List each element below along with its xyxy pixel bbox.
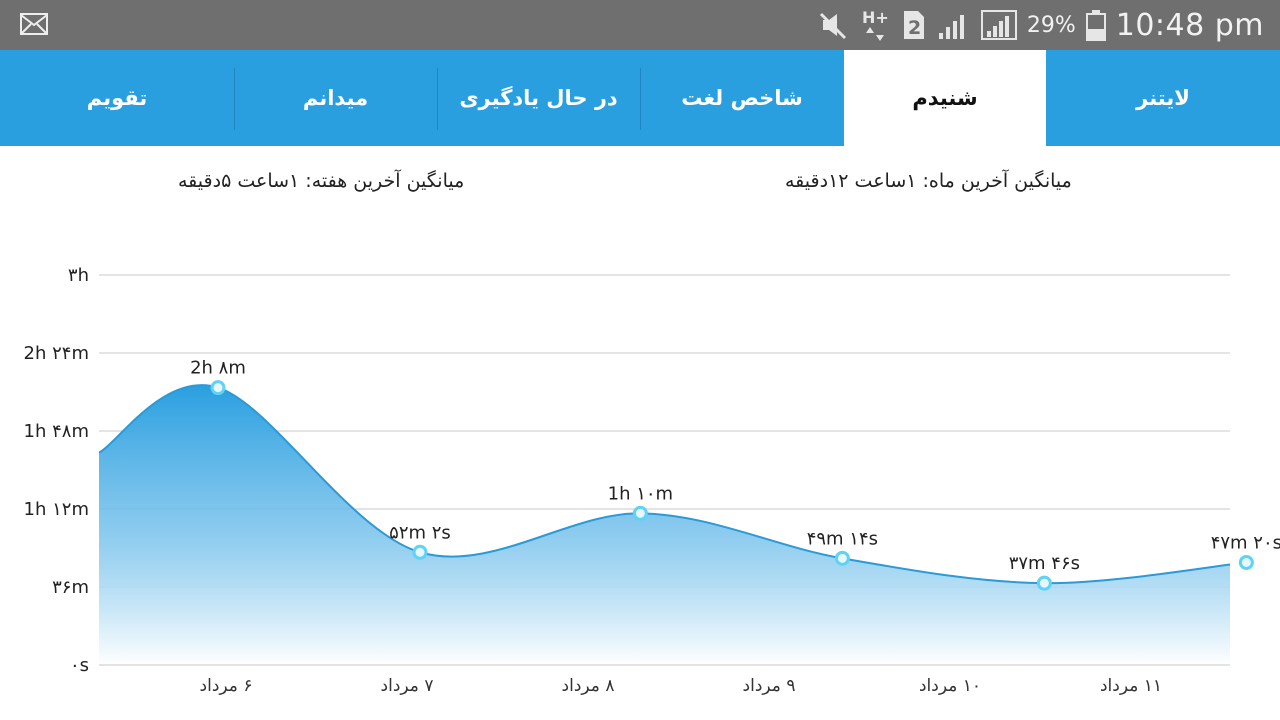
- signal-icon: [938, 15, 964, 39]
- tab-word-index[interactable]: شاخص لغت: [640, 50, 844, 146]
- tab-bar: لایتنر شنیدم شاخص لغت در حال یادگیری مید…: [0, 50, 1280, 146]
- x-axis-tick-label: ۷ مرداد: [381, 676, 434, 696]
- sim-2-icon: 2: [903, 11, 924, 39]
- data-point[interactable]: [412, 544, 428, 560]
- signal-icon-2: [980, 10, 1017, 40]
- data-point[interactable]: [1036, 575, 1052, 591]
- data-point[interactable]: [210, 380, 226, 396]
- y-axis-tick-label: 1h ۴۸m: [24, 421, 89, 442]
- y-axis-tick-label: ۳h: [68, 265, 89, 286]
- tab-divider: [234, 68, 235, 130]
- tab-label: در حال یادگیری: [459, 86, 618, 110]
- y-axis-tick-label: ۰s: [70, 655, 89, 676]
- tab-known[interactable]: میدانم: [234, 50, 437, 146]
- data-point[interactable]: [632, 505, 648, 521]
- tab-label: شاخص لغت: [681, 86, 803, 110]
- tab-label: لایتنر: [1136, 86, 1190, 110]
- average-last-week: میانگین آخرین هفته: ۱ساعت ۵دقیقه: [178, 170, 465, 192]
- tab-leitner[interactable]: لایتنر: [1046, 50, 1280, 146]
- tab-label: تقویم: [86, 86, 148, 110]
- data-point[interactable]: [834, 550, 850, 566]
- x-axis-tick-label: ۸ مرداد: [562, 676, 615, 696]
- data-point[interactable]: [1238, 554, 1254, 570]
- y-axis-tick-label: 2h ۲۴m: [24, 343, 89, 364]
- data-label: ۵۲m ۲s: [389, 522, 451, 543]
- series-area: [99, 385, 1230, 665]
- data-label: ۳۷m ۴۶s: [1009, 553, 1080, 574]
- data-label: ۴۹m ۱۴s: [807, 528, 878, 549]
- listening-time-chart: ۰s ۳۶m 1h ۱۲m 1h ۴۸m 2h ۲۴m ۳h 2h ۸m ۵۲m ۲s 1h …: [24, 265, 1280, 696]
- status-time: 10:48 pm: [1115, 7, 1264, 43]
- status-bar: H+ 2 29% 10:48 pm: [0, 0, 1280, 50]
- tab-label: شنیدم: [912, 86, 978, 110]
- tab-divider: [437, 68, 438, 130]
- data-label: 2h ۸m: [190, 358, 246, 379]
- svg-text:2: 2: [908, 17, 921, 39]
- x-axis-tick-label: ۱۰ مرداد: [919, 676, 981, 696]
- x-axis-tick-label: ۱۱ مرداد: [1100, 676, 1162, 696]
- y-axis-tick-label: 1h ۱۲m: [24, 499, 89, 520]
- average-last-month: میانگین آخرین ماه: ۱ساعت ۱۲دقیقه: [785, 170, 1072, 192]
- x-axis-tick-label: ۶ مرداد: [200, 676, 253, 696]
- battery-icon: [1085, 10, 1106, 41]
- mail-icon: [20, 13, 48, 35]
- tab-divider: [640, 68, 641, 130]
- svg-text:H+: H+: [862, 8, 889, 27]
- tab-label: میدانم: [302, 86, 369, 110]
- y-axis-tick-label: ۳۶m: [52, 577, 89, 598]
- data-label: ۴۷m ۲۰s: [1211, 532, 1280, 553]
- data-hplus-icon: H+: [862, 8, 889, 41]
- tab-calendar[interactable]: تقویم: [0, 50, 234, 146]
- x-axis-tick-label: ۹ مرداد: [743, 676, 796, 696]
- tab-learning[interactable]: در حال یادگیری: [437, 50, 640, 146]
- mute-icon: [819, 12, 846, 40]
- tab-heard[interactable]: شنیدم: [844, 50, 1046, 146]
- battery-percent: 29%: [1026, 12, 1076, 38]
- data-label: 1h ۱۰m: [608, 483, 673, 504]
